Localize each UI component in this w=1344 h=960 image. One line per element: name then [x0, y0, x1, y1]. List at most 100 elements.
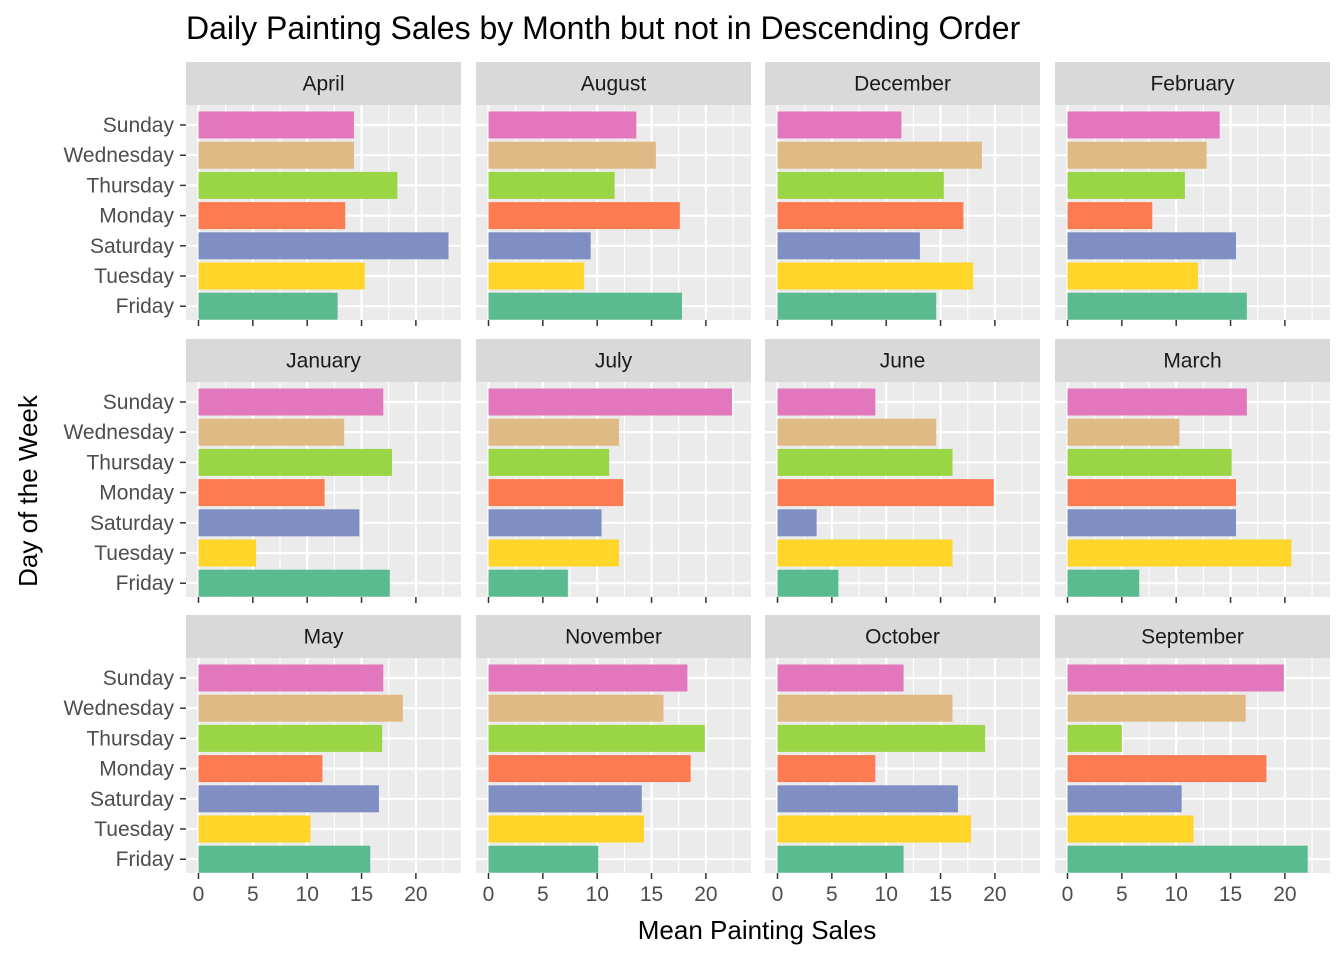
- x-tick-label: 10: [1165, 883, 1188, 906]
- facet-november: November 0 5 10 15 20: [476, 615, 751, 906]
- y-axis-label: Day of the Week: [13, 394, 43, 587]
- x-tick-label: 0: [483, 883, 495, 906]
- bar-sunday: [1067, 664, 1284, 692]
- bar-friday: [777, 845, 904, 873]
- bar-monday: [1067, 755, 1267, 783]
- bar-friday: [777, 569, 839, 597]
- bar-tuesday: [488, 815, 644, 843]
- facet-april: April Sunday Wednesday Thursday Monday Saturd…: [63, 62, 461, 326]
- bar-monday: [198, 479, 325, 507]
- chart-title: Daily Painting Sales by Month but not in…: [186, 10, 1021, 46]
- bar-thursday: [777, 171, 944, 199]
- bar-thursday: [488, 171, 615, 199]
- strip-background: [476, 62, 751, 105]
- y-tick-label: Tuesday: [94, 265, 174, 288]
- strip-background: [1055, 339, 1330, 382]
- y-tick-label: Tuesday: [94, 542, 174, 565]
- y-tick-label: Friday: [116, 572, 175, 595]
- bar-wednesday: [488, 141, 656, 169]
- y-tick-label: Thursday: [86, 727, 174, 750]
- bar-monday: [488, 479, 624, 507]
- x-tick-label: 5: [1116, 883, 1128, 906]
- strip-label: July: [595, 350, 633, 373]
- facet-panels: April Sunday Wednesday Thursday Monday Saturd…: [63, 62, 1330, 906]
- y-tick-label: Thursday: [86, 174, 174, 197]
- bar-tuesday: [777, 815, 971, 843]
- facet-august: August: [476, 62, 751, 326]
- bar-sunday: [777, 664, 904, 692]
- x-tick-label: 0: [193, 883, 205, 906]
- bar-friday: [198, 292, 338, 320]
- bar-monday: [1067, 479, 1236, 507]
- bar-thursday: [198, 171, 398, 199]
- y-tick-label: Saturday: [90, 788, 175, 811]
- x-tick-label: 10: [875, 883, 898, 906]
- x-tick-label: 5: [247, 883, 259, 906]
- x-tick-label: 5: [826, 883, 838, 906]
- bar-saturday: [488, 785, 642, 813]
- bar-friday: [1067, 845, 1308, 873]
- y-tick-label: Tuesday: [94, 818, 174, 841]
- bar-tuesday: [1067, 539, 1292, 567]
- bar-monday: [777, 479, 994, 507]
- bar-monday: [1067, 202, 1153, 230]
- bar-saturday: [198, 785, 379, 813]
- strip-label: May: [304, 626, 344, 649]
- y-tick-label: Wednesday: [63, 144, 174, 167]
- x-tick-label: 20: [694, 883, 717, 906]
- y-tick-label: Friday: [116, 848, 175, 871]
- bar-sunday: [488, 388, 732, 416]
- strip-background: [476, 339, 751, 382]
- bar-wednesday: [1067, 694, 1246, 722]
- facet-january: January Sunday Wednesday Thursday Monday Satu…: [63, 339, 461, 603]
- bar-friday: [488, 569, 568, 597]
- y-tick-label: Monday: [99, 205, 174, 228]
- strip-background: [1055, 62, 1330, 105]
- bar-monday: [198, 202, 346, 230]
- y-tick-label: Saturday: [90, 512, 175, 535]
- strip-background: [186, 615, 461, 658]
- bar-saturday: [1067, 785, 1182, 813]
- bar-saturday: [777, 232, 920, 260]
- bar-wednesday: [1067, 418, 1180, 446]
- strip-label: November: [565, 626, 662, 649]
- bar-wednesday: [198, 418, 345, 446]
- bar-thursday: [488, 448, 610, 476]
- x-tick-label: 20: [983, 883, 1006, 906]
- x-tick-label: 10: [296, 883, 319, 906]
- x-tick-label: 15: [1219, 883, 1242, 906]
- bar-sunday: [488, 664, 688, 692]
- bar-monday: [777, 202, 964, 230]
- bar-thursday: [198, 724, 383, 752]
- bar-wednesday: [777, 141, 982, 169]
- bar-thursday: [777, 448, 953, 476]
- bar-tuesday: [488, 262, 585, 290]
- bar-sunday: [1067, 111, 1220, 139]
- strip-label: September: [1141, 626, 1244, 649]
- bar-friday: [488, 845, 599, 873]
- bar-monday: [777, 755, 876, 783]
- x-tick-label: 15: [350, 883, 373, 906]
- y-tick-label: Thursday: [86, 451, 174, 474]
- strip-background: [476, 615, 751, 658]
- y-tick-label: Sunday: [103, 391, 175, 414]
- bar-thursday: [198, 448, 392, 476]
- bar-monday: [488, 755, 691, 783]
- x-tick-label: 0: [1062, 883, 1074, 906]
- bar-tuesday: [777, 262, 974, 290]
- y-tick-label: Sunday: [103, 114, 175, 137]
- y-tick-label: Wednesday: [63, 421, 174, 444]
- y-tick-label: Monday: [99, 482, 174, 505]
- facet-september: September 0 5 10 15 20: [1055, 615, 1330, 906]
- facet-october: October 0 5 10 15 20: [765, 615, 1040, 906]
- bar-sunday: [198, 388, 384, 416]
- bar-sunday: [198, 111, 354, 139]
- x-tick-label: 20: [404, 883, 427, 906]
- facet-december: December: [765, 62, 1040, 326]
- bar-friday: [1067, 292, 1247, 320]
- strip-label: March: [1163, 350, 1221, 373]
- bar-tuesday: [1067, 262, 1198, 290]
- bar-wednesday: [777, 694, 953, 722]
- strip-background: [186, 339, 461, 382]
- strip-label: August: [581, 73, 647, 96]
